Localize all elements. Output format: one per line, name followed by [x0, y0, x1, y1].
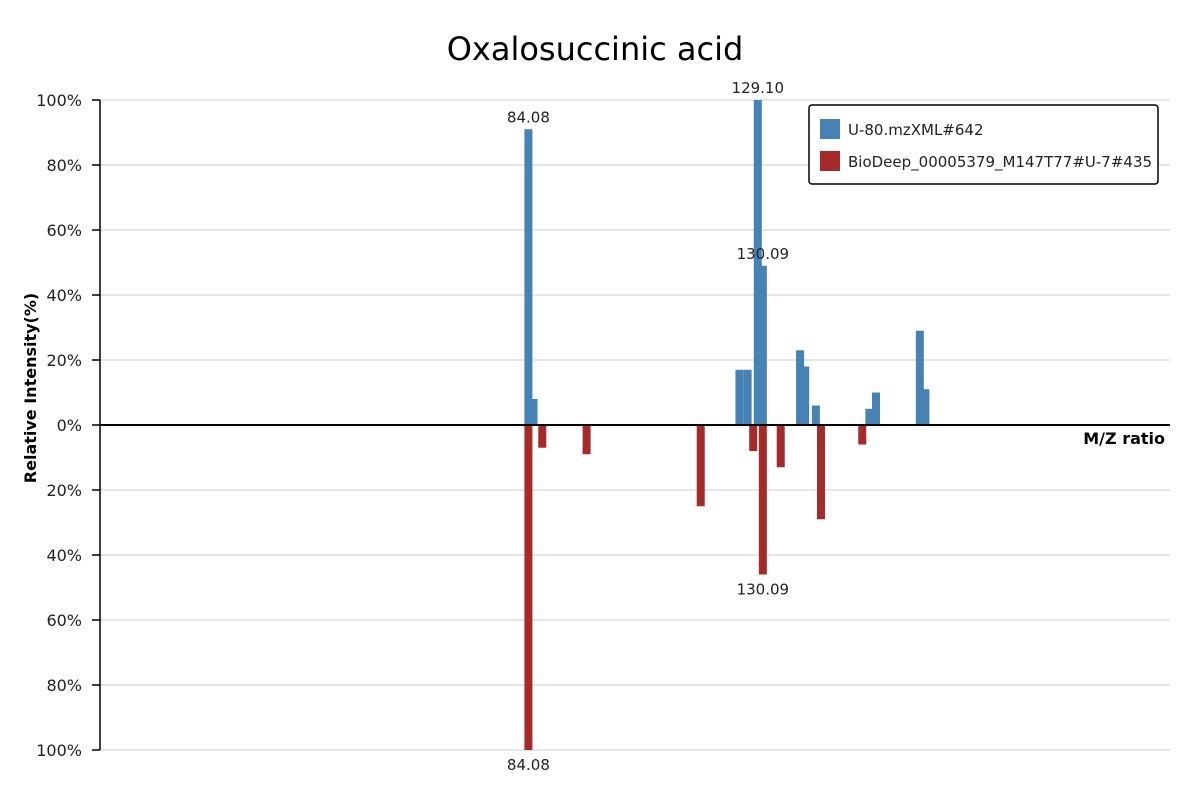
y-tick-label: 40% [46, 546, 82, 565]
legend-label: BioDeep_00005379_M147T77#U-7#435 [848, 153, 1152, 172]
chart-title: Oxalosuccinic acid [447, 30, 744, 68]
reference-peak-bar [538, 425, 547, 448]
peak-label: 129.10 [732, 79, 785, 97]
legend-swatch [820, 151, 840, 171]
reference-peak-bar [749, 425, 758, 451]
query-peak-bar [743, 369, 752, 425]
query-peak-bar [753, 100, 762, 425]
legend-box [808, 104, 1159, 185]
axes [99, 100, 1170, 750]
legend: U-80.mzXML#642 BioDeep_00005379_M147T77#U… [808, 104, 1159, 185]
y-tick-label: 60% [46, 221, 82, 240]
y-ticks: 100% 80% 60% 40% 20% 0% 20% 40% 60% 80% 100% [36, 91, 100, 760]
reference-peak-bar [696, 425, 705, 507]
query-peak-bar [921, 389, 930, 425]
peak-labels: 84.08 129.10 130.09 84.08 130.09 [507, 79, 789, 774]
query-peak-bar [801, 366, 810, 425]
peak-label: 84.08 [507, 756, 550, 774]
legend-label: U-80.mzXML#642 [848, 121, 984, 139]
y-tick-label: 80% [46, 156, 82, 175]
reference-peak-bar [776, 425, 785, 468]
y-tick-label: 80% [46, 676, 82, 695]
reference-peak-bar [816, 425, 825, 520]
query-peak-bar [865, 408, 874, 425]
query-peak-bar [524, 129, 533, 425]
y-axis-label: Relative Intensity(%) [21, 293, 40, 483]
query-peak-bar [796, 350, 805, 425]
bars [524, 100, 930, 750]
query-peak-bar [758, 265, 767, 425]
y-tick-label: 40% [46, 286, 82, 305]
query-peak-bar [915, 330, 924, 425]
grid-lines [100, 99, 1170, 751]
y-tick-label: 20% [46, 481, 82, 500]
peak-label: 130.09 [737, 245, 790, 263]
query-peak-bar [735, 369, 744, 425]
reference-peak-bar [524, 425, 533, 750]
y-tick-label: 0% [57, 416, 82, 435]
query-peak-bar [811, 405, 820, 425]
query-peak-bar [872, 392, 881, 425]
y-tick-label: 100% [36, 91, 82, 110]
y-tick-label: 60% [46, 611, 82, 630]
y-tick-label: 20% [46, 351, 82, 370]
peak-label: 130.09 [737, 581, 790, 599]
y-tick-label: 100% [36, 741, 82, 760]
reference-peak-bar [582, 425, 591, 455]
legend-swatch [820, 119, 840, 139]
reference-peak-bar [758, 425, 767, 575]
peak-label: 84.08 [507, 108, 550, 126]
reference-peak-bar [858, 425, 867, 445]
query-peak-bar [529, 399, 538, 425]
x-axis-label: M/Z ratio [1083, 429, 1165, 448]
